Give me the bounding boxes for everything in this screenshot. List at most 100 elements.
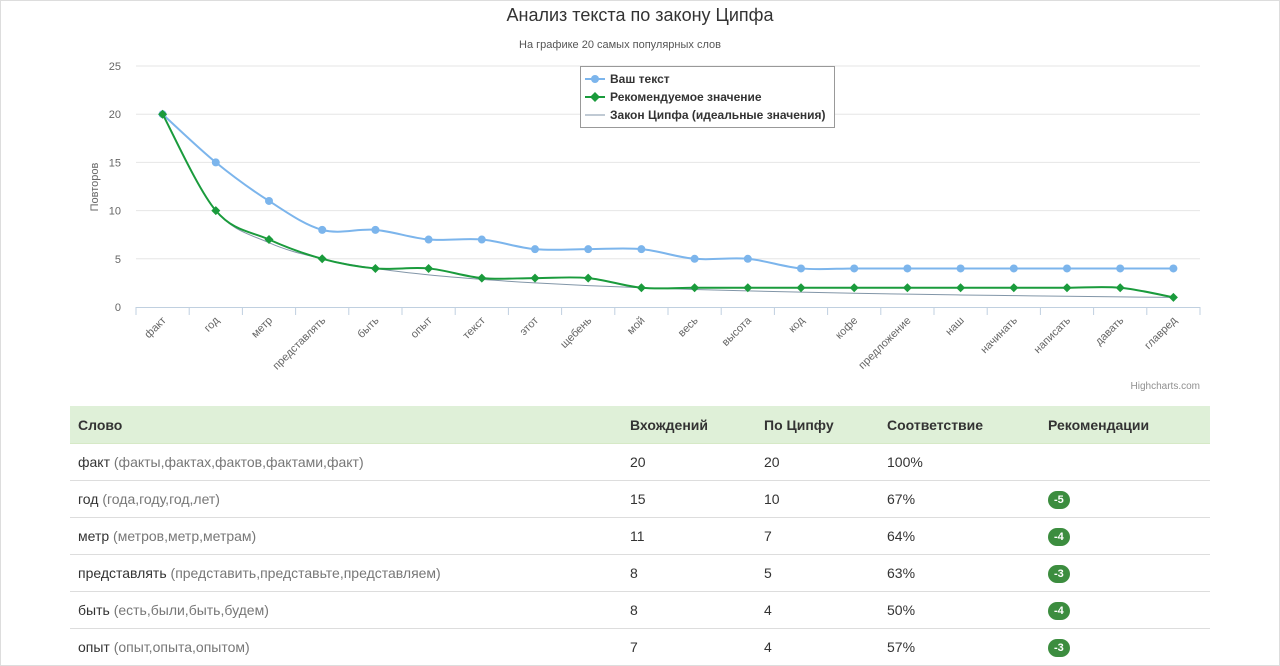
word-forms: (факты,фактах,фактов,фактами,факт) bbox=[113, 454, 364, 470]
series-line bbox=[162, 113, 1174, 298]
y-tick-label: 0 bbox=[115, 302, 121, 314]
series-line bbox=[161, 113, 1174, 299]
x-tick-label: этот bbox=[518, 315, 541, 338]
word-cell: год (года,году,год,лет) bbox=[70, 480, 622, 518]
legend-item-zipf-law[interactable]: Закон Ципфа (идеальные значения) bbox=[581, 106, 834, 124]
table-row: опыт (опыт,опыта,опытом) 7 4 57% -3 bbox=[70, 628, 1210, 665]
match-cell: 64% bbox=[879, 517, 1040, 555]
data-point bbox=[1062, 283, 1072, 293]
x-tick-label: главред bbox=[1142, 314, 1180, 352]
legend-item-your-text[interactable]: Ваш текст bbox=[581, 70, 834, 88]
data-point bbox=[1009, 264, 1018, 273]
word-forms: (года,году,год,лет) bbox=[102, 491, 220, 507]
data-point bbox=[690, 254, 699, 263]
diamond-marker-icon bbox=[585, 92, 605, 102]
count-cell: 8 bbox=[622, 554, 756, 592]
zipf-cell: 7 bbox=[756, 517, 879, 555]
legend-item-recommended[interactable]: Рекомендуемое значение bbox=[581, 88, 834, 106]
column-header-count[interactable]: Вхождений bbox=[622, 406, 756, 444]
y-tick-label: 15 bbox=[109, 157, 121, 169]
recommendation-cell: -5 bbox=[1040, 480, 1210, 518]
data-point bbox=[530, 273, 540, 283]
word-cell: факт (факты,фактах,фактов,фактами,факт) bbox=[70, 443, 622, 481]
recommendation-cell bbox=[1040, 443, 1210, 481]
data-point bbox=[371, 225, 380, 234]
word: год bbox=[78, 491, 99, 507]
legend-label: Ваш текст bbox=[610, 72, 670, 86]
table-header-row: Слово Вхождений По Ципфу Соответствие Ре… bbox=[70, 406, 1210, 444]
match-cell: 57% bbox=[879, 628, 1040, 665]
data-point bbox=[1115, 283, 1125, 293]
word-forms: (представить,представьте,представляем) bbox=[170, 565, 441, 581]
word-forms: (есть,были,быть,будем) bbox=[113, 602, 269, 618]
x-tick-label: предложение bbox=[856, 315, 913, 372]
word: метр bbox=[78, 528, 110, 544]
table-row: метр (метров,метр,метрам) 11 7 64% -4 bbox=[70, 517, 1210, 555]
data-point bbox=[211, 158, 220, 167]
match-cell: 63% bbox=[879, 554, 1040, 592]
legend-label: Закон Ципфа (идеальные значения) bbox=[610, 108, 826, 122]
data-point bbox=[903, 264, 912, 273]
data-point bbox=[1063, 264, 1071, 273]
y-tick-label: 20 bbox=[109, 109, 121, 121]
table-row: быть (есть,были,быть,будем) 8 4 50% -4 bbox=[70, 591, 1210, 629]
word: опыт bbox=[78, 639, 110, 655]
y-tick-label: 5 bbox=[115, 254, 121, 266]
column-header-match[interactable]: Соответствие bbox=[879, 406, 1040, 444]
match-cell: 67% bbox=[879, 480, 1040, 518]
x-tick-label: написать bbox=[1032, 314, 1074, 356]
y-tick-label: 10 bbox=[109, 206, 121, 218]
data-point bbox=[1169, 264, 1178, 273]
data-point bbox=[956, 283, 966, 293]
recommendation-badge: -3 bbox=[1048, 564, 1070, 583]
x-tick-label: метр bbox=[249, 315, 275, 341]
word-cell: быть (есть,были,быть,будем) bbox=[70, 591, 622, 629]
recommendation-cell: -4 bbox=[1040, 591, 1210, 629]
recommendation-cell: -3 bbox=[1040, 554, 1210, 592]
count-cell: 11 bbox=[622, 517, 756, 555]
legend-label: Рекомендуемое значение bbox=[610, 90, 762, 104]
zipf-cell: 10 bbox=[756, 480, 879, 518]
circle-marker-icon bbox=[585, 75, 605, 83]
data-point bbox=[424, 263, 434, 273]
word: факт bbox=[78, 454, 110, 470]
data-point bbox=[370, 263, 380, 273]
count-cell: 20 bbox=[622, 443, 756, 481]
word-cell: опыт (опыт,опыта,опытом) bbox=[70, 628, 622, 665]
data-point bbox=[424, 235, 433, 244]
data-point bbox=[743, 254, 752, 263]
column-header-word[interactable]: Слово bbox=[70, 406, 622, 444]
data-point bbox=[743, 283, 753, 293]
data-point bbox=[849, 283, 859, 293]
y-axis-title: Повторов bbox=[89, 162, 101, 211]
data-point bbox=[477, 235, 486, 244]
data-point bbox=[211, 206, 221, 216]
word-forms: (опыт,опыта,опытом) bbox=[113, 639, 250, 655]
data-point bbox=[584, 245, 593, 254]
x-tick-label: кофе bbox=[833, 315, 860, 342]
series-line bbox=[161, 113, 1174, 271]
data-point bbox=[531, 245, 539, 254]
data-point bbox=[797, 264, 805, 273]
table-row: представлять (представить,представьте,пр… bbox=[70, 554, 1210, 592]
chart-subtitle: На графике 20 самых популярных слов bbox=[519, 39, 721, 51]
match-cell: 100% bbox=[879, 443, 1040, 481]
table-body: факт (факты,фактах,фактов,фактами,факт) 2… bbox=[70, 443, 1210, 665]
word: быть bbox=[78, 602, 110, 618]
data-point bbox=[265, 196, 273, 205]
data-point bbox=[1168, 292, 1178, 302]
zipf-cell: 5 bbox=[756, 554, 879, 592]
column-header-recommendations[interactable]: Рекомендации bbox=[1040, 406, 1210, 444]
x-tick-label: щебень bbox=[558, 314, 594, 350]
data-point bbox=[317, 254, 327, 264]
data-point bbox=[477, 273, 487, 283]
data-point bbox=[1116, 264, 1125, 273]
count-cell: 8 bbox=[622, 591, 756, 629]
x-tick-label: факт bbox=[142, 315, 168, 341]
word-table: Слово Вхождений По Ципфу Соответствие Ре… bbox=[70, 406, 1210, 665]
table-row: год (года,году,год,лет) 15 10 67% -5 bbox=[70, 480, 1210, 518]
data-point bbox=[318, 225, 327, 234]
credits-link[interactable]: Highcharts.com bbox=[1130, 381, 1200, 392]
column-header-zipf[interactable]: По Ципфу bbox=[756, 406, 879, 444]
